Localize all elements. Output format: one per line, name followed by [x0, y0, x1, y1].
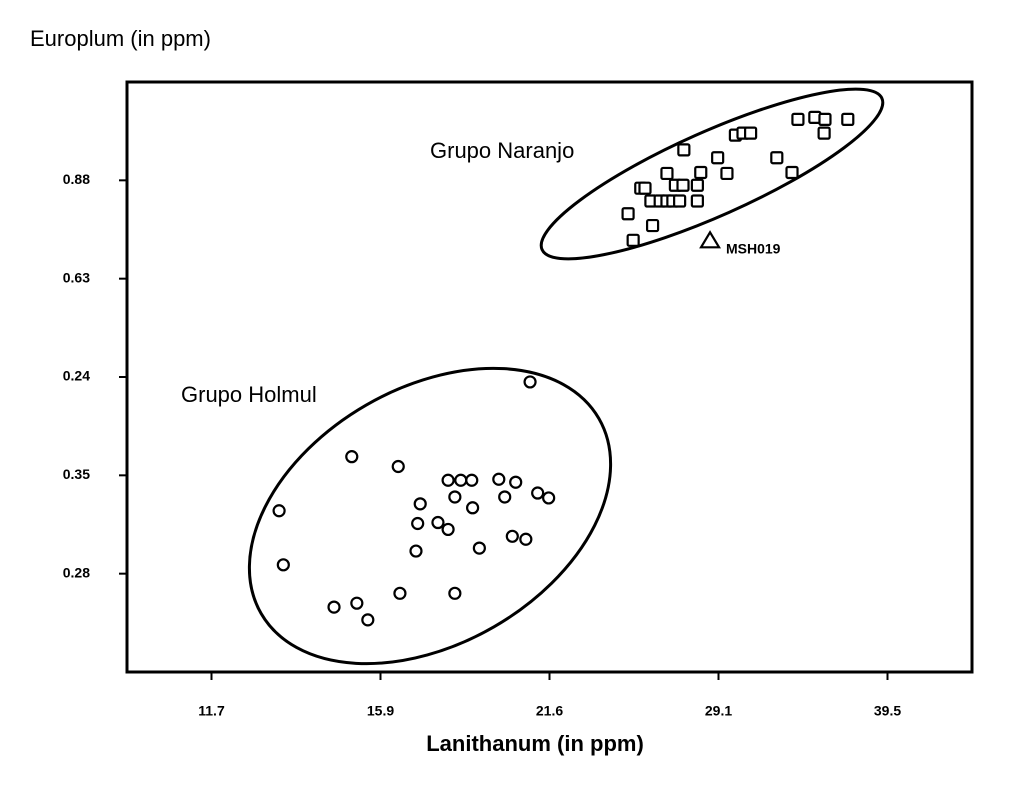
point	[448, 586, 462, 600]
point	[454, 473, 468, 487]
point	[744, 126, 758, 140]
point	[841, 112, 855, 126]
y-tick-label: 0.35	[63, 466, 90, 482]
x-tick-label: 39.5	[874, 703, 901, 719]
point	[391, 459, 405, 474]
point	[791, 112, 805, 126]
point	[785, 165, 799, 180]
point	[431, 515, 445, 530]
point	[350, 596, 364, 610]
point	[466, 501, 480, 515]
point	[413, 497, 427, 511]
point	[441, 473, 455, 487]
point	[327, 600, 341, 614]
point	[272, 504, 286, 518]
point	[441, 522, 455, 537]
y-axis-title: Europlum (in ppm)	[30, 26, 211, 51]
point	[720, 166, 734, 181]
point	[660, 166, 674, 181]
point	[393, 586, 407, 600]
group-ellipse	[247, 366, 613, 666]
point	[531, 486, 545, 500]
point	[676, 178, 690, 192]
point	[817, 126, 831, 140]
x-tick-label: 11.7	[198, 703, 225, 719]
point	[677, 143, 691, 157]
x-tick-label: 15.9	[367, 703, 394, 719]
point-label: MSH019	[726, 241, 781, 257]
point	[345, 450, 359, 464]
x-tick-label: 29.1	[705, 703, 732, 719]
point	[505, 529, 519, 543]
y-tick-label: 0.63	[63, 269, 90, 285]
y-tick-label: 0.28	[63, 564, 90, 580]
group-ellipse	[539, 87, 885, 261]
point	[276, 558, 290, 572]
point	[509, 475, 523, 489]
point	[411, 516, 425, 531]
point	[818, 112, 832, 126]
point	[690, 194, 704, 208]
point	[699, 230, 721, 249]
x-axis-title: Lanithanum (in ppm)	[426, 731, 644, 756]
group-label: Grupo Naranjo	[430, 138, 574, 163]
y-tick-label: 0.24	[63, 368, 90, 384]
point	[621, 207, 635, 221]
y-tick-label: 0.88	[63, 171, 90, 187]
point	[361, 613, 375, 627]
point	[448, 490, 462, 504]
point	[523, 375, 537, 389]
point	[645, 218, 660, 233]
point	[673, 194, 687, 208]
point	[711, 151, 725, 165]
point	[638, 181, 652, 195]
point	[465, 473, 479, 487]
point	[409, 544, 423, 558]
point	[519, 532, 533, 546]
point	[542, 491, 556, 505]
point	[492, 472, 506, 486]
point	[498, 490, 512, 504]
x-tick-label: 21.6	[536, 703, 563, 719]
point	[690, 178, 704, 192]
group-label: Grupo Holmul	[181, 382, 317, 407]
point	[770, 151, 784, 165]
point	[626, 233, 640, 247]
point	[472, 541, 486, 555]
point	[694, 165, 708, 180]
